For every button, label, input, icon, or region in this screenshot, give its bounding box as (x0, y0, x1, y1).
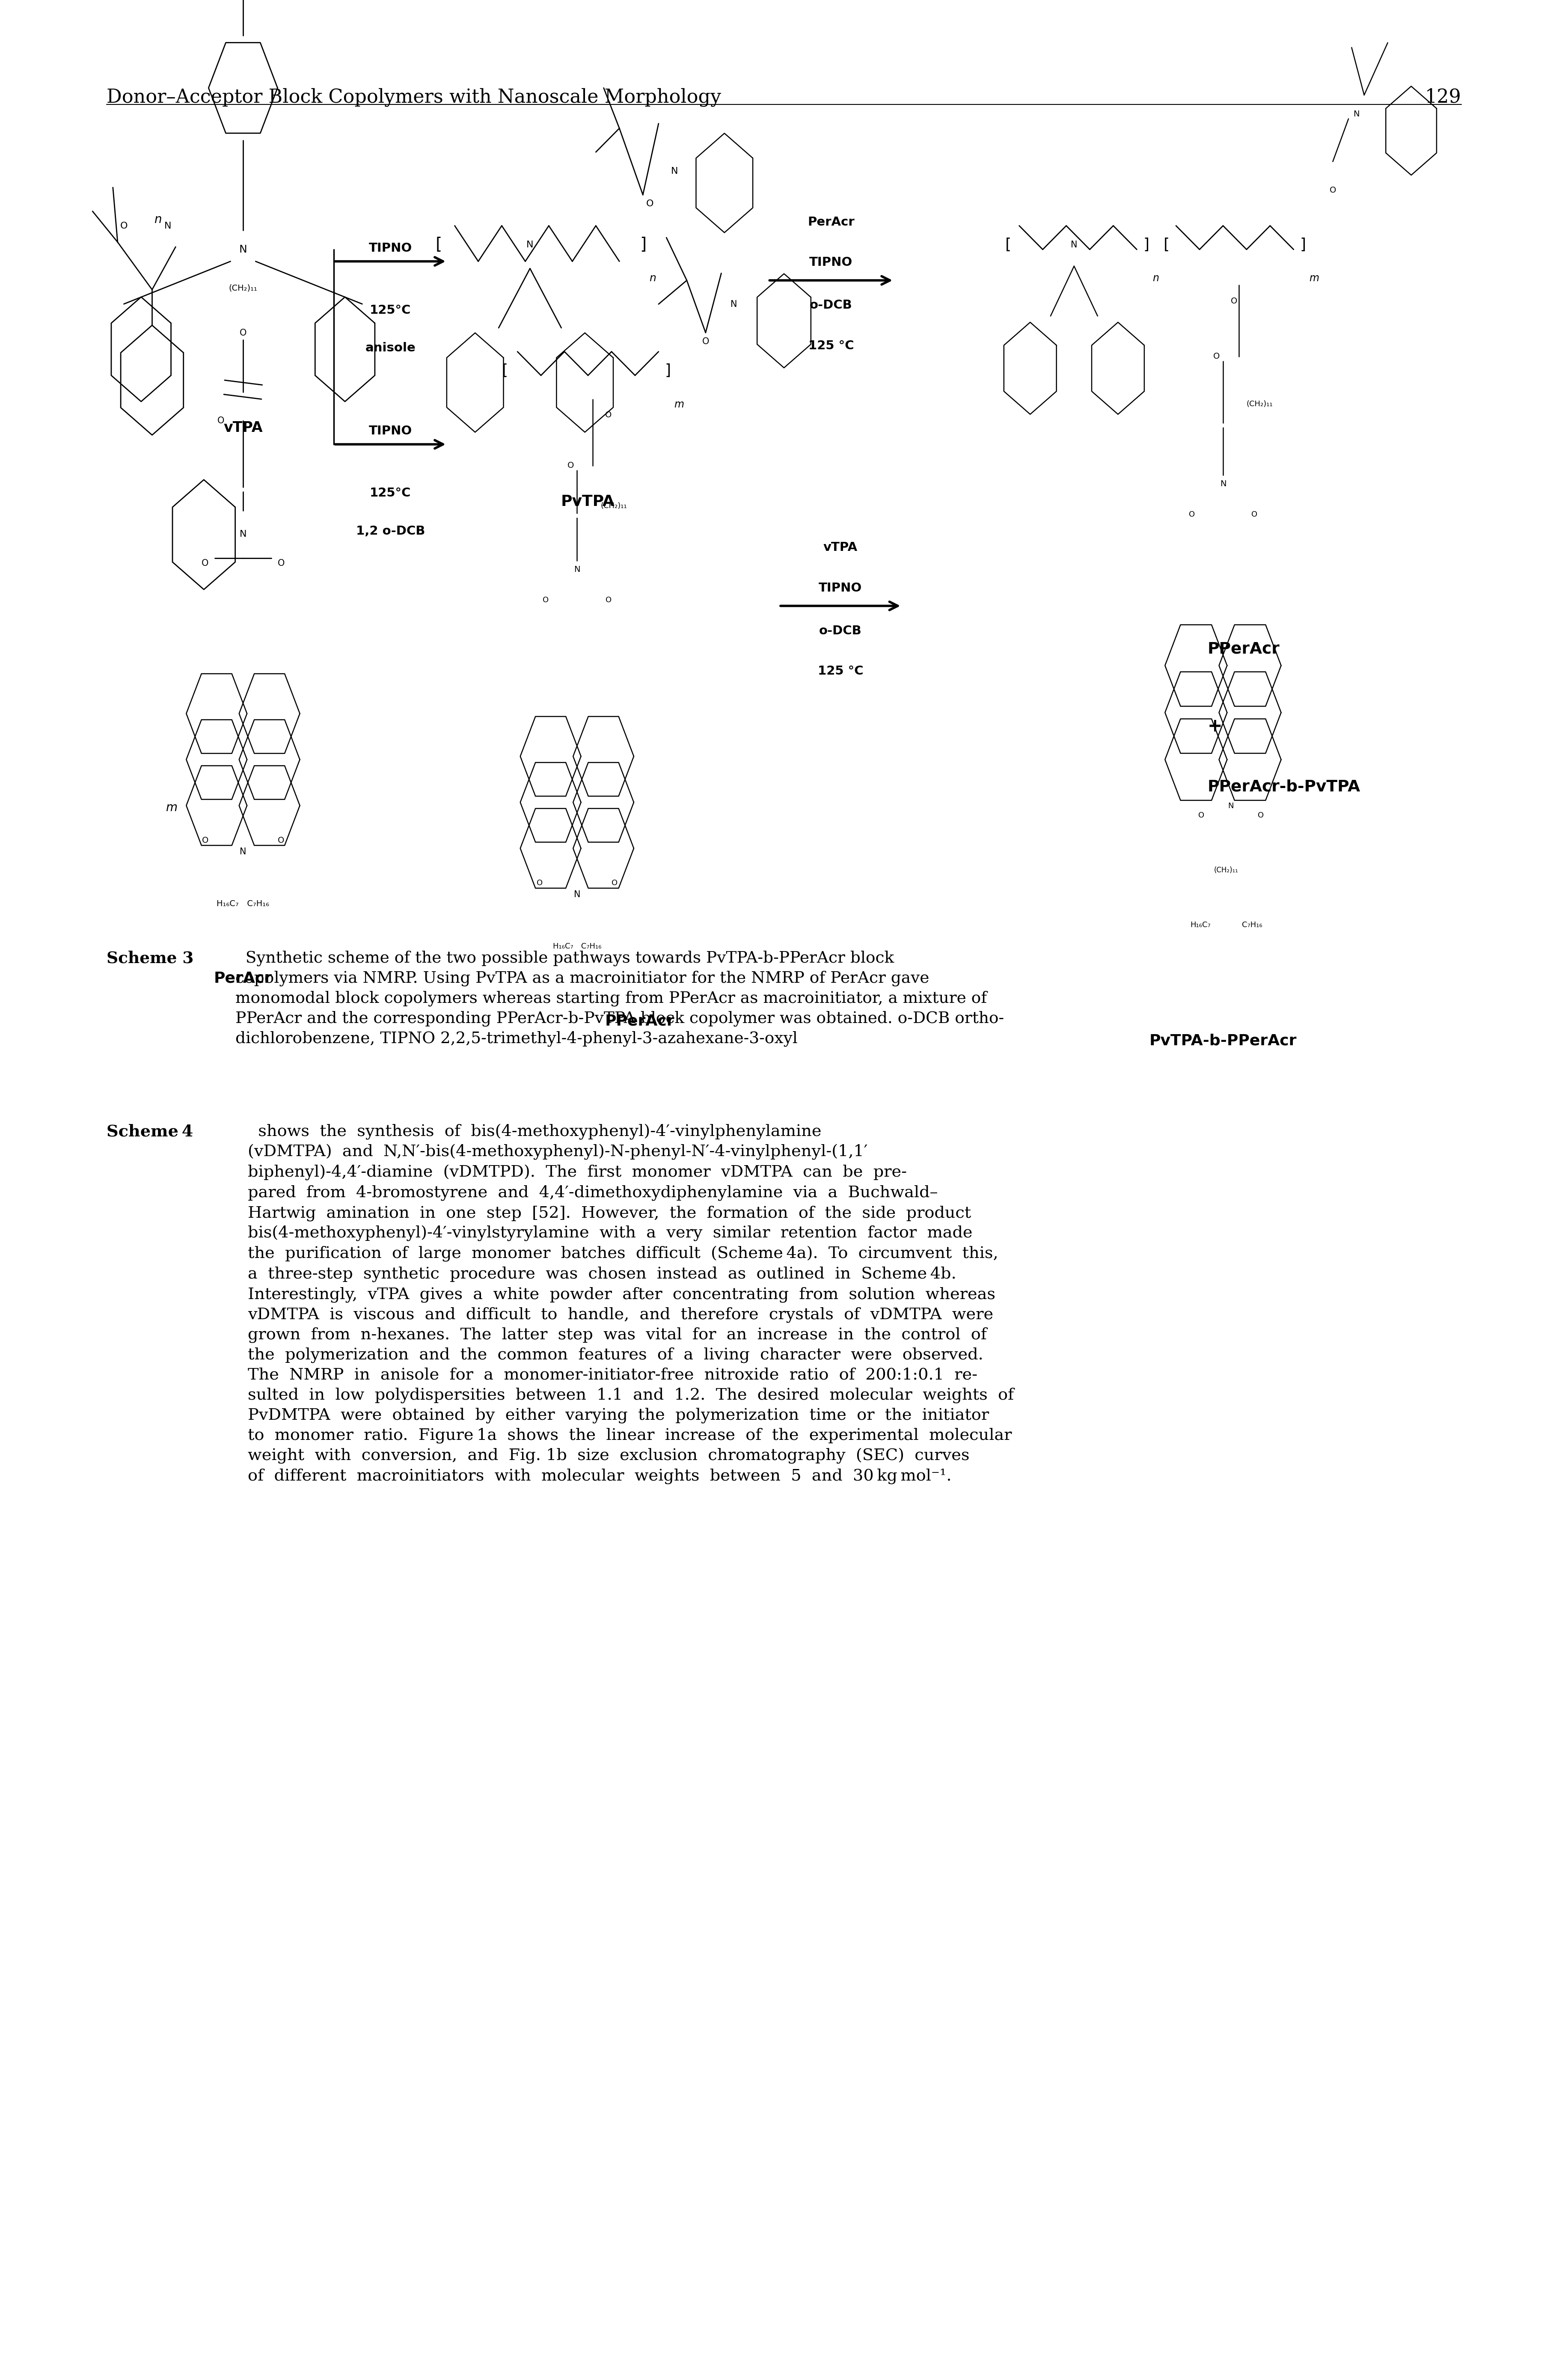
Text: O: O (278, 558, 284, 568)
Text: PPerAcr-b-PvTPA: PPerAcr-b-PvTPA (1207, 779, 1359, 794)
Text: N: N (731, 299, 737, 309)
Text: n: n (649, 273, 655, 283)
Text: O: O (202, 558, 209, 568)
Text: O: O (202, 836, 209, 843)
Text: PvTPA-b-PPerAcr: PvTPA-b-PPerAcr (1149, 1034, 1297, 1048)
Text: (CH₂)₁₁: (CH₂)₁₁ (229, 285, 257, 292)
Text: H₁₆C₇ C₇H₁₆: H₁₆C₇ C₇H₁₆ (216, 901, 270, 908)
Text: anisole: anisole (365, 342, 416, 354)
Text: N: N (240, 848, 246, 855)
Text: N: N (1220, 480, 1226, 487)
Text: 129: 129 (1425, 88, 1461, 107)
Text: vTPA: vTPA (823, 542, 858, 554)
Text: 1,2 o-DCB: 1,2 o-DCB (356, 525, 425, 537)
Text: PvTPA: PvTPA (561, 494, 615, 508)
Text: O: O (646, 200, 654, 209)
Text: O: O (605, 596, 612, 604)
Text: PPerAcr: PPerAcr (1207, 642, 1279, 656)
Text: PerAcr: PerAcr (213, 972, 273, 986)
Text: (CH₂)₁₁: (CH₂)₁₁ (601, 501, 627, 511)
Text: N: N (1071, 240, 1077, 249)
Text: +: + (1207, 718, 1221, 737)
Text: n: n (154, 214, 162, 226)
Text: O: O (1198, 813, 1204, 820)
Text: vTPA: vTPA (223, 421, 263, 435)
Text: o-DCB: o-DCB (818, 625, 862, 637)
Text: Scheme 4: Scheme 4 (107, 1124, 193, 1140)
Text: O: O (240, 328, 246, 337)
Text: O: O (1251, 511, 1258, 518)
Text: N: N (238, 245, 248, 254)
Text: ]: ] (1300, 238, 1306, 252)
Text: O: O (568, 461, 574, 470)
Text: shows  the  synthesis  of  bis(4-methoxyphenyl)-4′-vinylphenylamine
(vDMTPA)  an: shows the synthesis of bis(4-methoxyphen… (248, 1124, 1014, 1485)
Text: O: O (1189, 511, 1195, 518)
Text: o-DCB: o-DCB (809, 299, 853, 311)
Text: PPerAcr: PPerAcr (605, 1015, 674, 1029)
Text: Donor–Acceptor Block Copolymers with Nanoscale Morphology: Donor–Acceptor Block Copolymers with Nan… (107, 88, 721, 107)
Text: n: n (1152, 273, 1159, 283)
Text: O: O (1214, 352, 1220, 361)
Text: O: O (543, 596, 549, 604)
Text: H₁₆C₇: H₁₆C₇ (1190, 922, 1210, 929)
Text: 125°C: 125°C (370, 304, 411, 316)
Text: N: N (165, 221, 171, 230)
Text: O: O (612, 879, 618, 886)
Text: [: [ (1163, 238, 1170, 252)
Text: O: O (1258, 813, 1264, 820)
Text: N: N (527, 240, 533, 249)
Text: (CH₂)₁₁: (CH₂)₁₁ (1247, 399, 1273, 409)
Text: m: m (674, 399, 684, 409)
Text: O: O (218, 416, 224, 425)
Text: PerAcr: PerAcr (808, 216, 855, 228)
Text: N: N (1228, 803, 1234, 810)
Text: 125°C: 125°C (370, 487, 411, 499)
Text: 125 °C: 125 °C (817, 665, 864, 677)
Text: TIPNO: TIPNO (809, 257, 853, 268)
Text: [: [ (1005, 238, 1011, 252)
Text: TIPNO: TIPNO (368, 242, 412, 254)
Text: m: m (1309, 273, 1319, 283)
Text: Synthetic scheme of the two possible pathways towards PvTPA-b-PPerAcr block
copo: Synthetic scheme of the two possible pat… (235, 950, 1004, 1048)
Text: O: O (278, 836, 284, 843)
Text: O: O (121, 221, 127, 230)
Text: ]: ] (665, 364, 671, 378)
Text: 125 °C: 125 °C (808, 340, 855, 352)
Text: C₇H₁₆: C₇H₁₆ (1242, 922, 1262, 929)
Text: N: N (240, 530, 246, 539)
Text: H₁₆C₇ C₇H₁₆: H₁₆C₇ C₇H₁₆ (554, 943, 601, 950)
Text: TIPNO: TIPNO (368, 425, 412, 437)
Text: O: O (536, 879, 543, 886)
Text: m: m (166, 801, 177, 815)
Text: ]: ] (640, 238, 646, 252)
Text: (CH₂)₁₁: (CH₂)₁₁ (1214, 867, 1239, 874)
Text: N: N (1353, 109, 1359, 119)
Text: N: N (671, 166, 679, 176)
Text: O: O (702, 337, 709, 347)
Text: O: O (1231, 297, 1237, 304)
Text: [: [ (502, 364, 508, 378)
Text: O: O (1330, 185, 1336, 195)
Text: O: O (605, 411, 612, 418)
Text: [: [ (436, 238, 442, 252)
Text: ]: ] (1143, 238, 1149, 252)
Text: Scheme 3: Scheme 3 (107, 950, 194, 967)
Text: TIPNO: TIPNO (818, 582, 862, 594)
Text: N: N (574, 891, 580, 898)
Text: N: N (574, 565, 580, 573)
